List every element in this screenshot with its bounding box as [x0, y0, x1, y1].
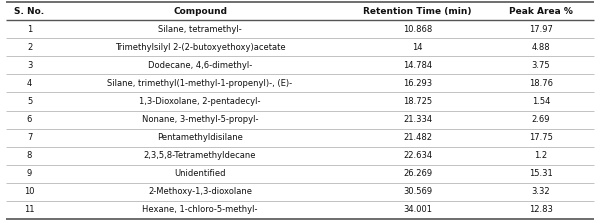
- Text: 10: 10: [24, 187, 35, 196]
- Text: 1: 1: [27, 25, 32, 34]
- Text: 34.001: 34.001: [403, 205, 432, 214]
- Text: 15.31: 15.31: [529, 169, 553, 178]
- Text: 14.784: 14.784: [403, 61, 432, 70]
- Text: 4: 4: [27, 79, 32, 88]
- Text: 2.69: 2.69: [532, 115, 550, 124]
- Text: 7: 7: [27, 133, 32, 142]
- Text: 30.569: 30.569: [403, 187, 432, 196]
- Text: 18.76: 18.76: [529, 79, 553, 88]
- Text: 1,3-Dioxolane, 2-pentadecyl-: 1,3-Dioxolane, 2-pentadecyl-: [139, 97, 261, 106]
- Text: Hexane, 1-chloro-5-methyl-: Hexane, 1-chloro-5-methyl-: [142, 205, 258, 214]
- Text: 3.75: 3.75: [532, 61, 550, 70]
- Text: 18.725: 18.725: [403, 97, 432, 106]
- Text: 6: 6: [27, 115, 32, 124]
- Text: 2-Methoxy-1,3-dioxolane: 2-Methoxy-1,3-dioxolane: [148, 187, 252, 196]
- Text: 10.868: 10.868: [403, 25, 432, 34]
- Text: Unidentified: Unidentified: [174, 169, 226, 178]
- Text: Silane, trimethyl(1-methyl-1-propenyl)-, (E)-: Silane, trimethyl(1-methyl-1-propenyl)-,…: [107, 79, 293, 88]
- Text: Silane, tetramethyl-: Silane, tetramethyl-: [158, 25, 242, 34]
- Text: Pentamethyldisilane: Pentamethyldisilane: [157, 133, 243, 142]
- Text: 1.54: 1.54: [532, 97, 550, 106]
- Text: Peak Area %: Peak Area %: [509, 7, 573, 16]
- Text: 2: 2: [27, 43, 32, 52]
- Text: Trimethylsilyl 2-(2-butoxyethoxy)acetate: Trimethylsilyl 2-(2-butoxyethoxy)acetate: [115, 43, 286, 52]
- Text: Nonane, 3-methyl-5-propyl-: Nonane, 3-methyl-5-propyl-: [142, 115, 258, 124]
- Text: Dodecane, 4,6-dimethyl-: Dodecane, 4,6-dimethyl-: [148, 61, 252, 70]
- Text: 22.634: 22.634: [403, 151, 432, 160]
- Text: Retention Time (min): Retention Time (min): [364, 7, 472, 16]
- Text: 5: 5: [27, 97, 32, 106]
- Text: 9: 9: [27, 169, 32, 178]
- Text: 4.88: 4.88: [532, 43, 550, 52]
- Text: 26.269: 26.269: [403, 169, 432, 178]
- Text: 3: 3: [27, 61, 32, 70]
- Text: 3.32: 3.32: [532, 187, 550, 196]
- Text: 11: 11: [24, 205, 35, 214]
- Text: 17.75: 17.75: [529, 133, 553, 142]
- Text: 21.334: 21.334: [403, 115, 432, 124]
- Text: 12.83: 12.83: [529, 205, 553, 214]
- Text: 2,3,5,8-Tetramethyldecane: 2,3,5,8-Tetramethyldecane: [144, 151, 256, 160]
- Text: 17.97: 17.97: [529, 25, 553, 34]
- Text: Compound: Compound: [173, 7, 227, 16]
- Text: 21.482: 21.482: [403, 133, 432, 142]
- Text: 16.293: 16.293: [403, 79, 432, 88]
- Text: S. No.: S. No.: [14, 7, 44, 16]
- Text: 1.2: 1.2: [535, 151, 548, 160]
- Text: 8: 8: [27, 151, 32, 160]
- Text: 14: 14: [412, 43, 423, 52]
